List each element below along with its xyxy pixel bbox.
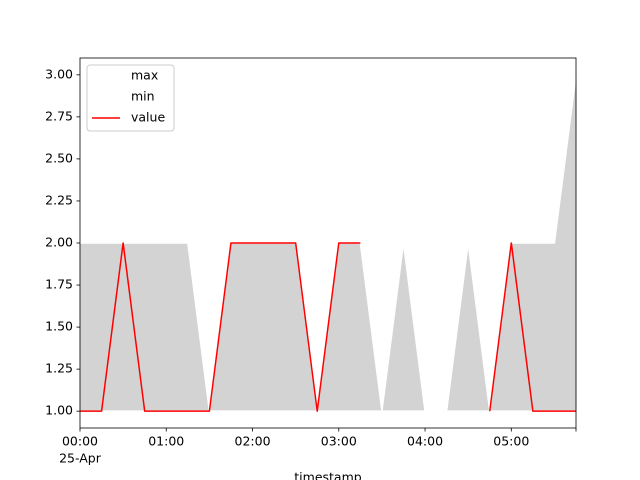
x-axis-label: timestamp	[294, 470, 361, 480]
legend-label: max	[131, 68, 158, 83]
series-line	[80, 242, 576, 412]
x-tick-label: 00:00	[62, 434, 98, 449]
y-tick-label: 2.00	[45, 235, 73, 250]
y-tick-label: 1.25	[45, 361, 73, 376]
x-tick-label: 05:00	[493, 434, 529, 449]
x-tick-label: 02:00	[235, 434, 271, 449]
y-tick-label: 1.00	[45, 403, 73, 418]
x-tick-label: 04:00	[407, 434, 443, 449]
x-tick-label: 01:00	[148, 434, 184, 449]
y-tick-label: 2.25	[45, 192, 73, 207]
y-tick-label: 3.00	[45, 66, 73, 81]
y-tick-label: 2.75	[45, 108, 73, 123]
legend-box	[86, 64, 175, 132]
x-tick-label: 03:00	[321, 434, 357, 449]
y-tick-label: 1.75	[45, 277, 73, 292]
legend-label: value	[131, 110, 165, 125]
y-tick-label: 2.50	[45, 150, 73, 165]
x-tick-sublabel: 25-Apr	[59, 451, 102, 466]
legend: max min value	[86, 64, 175, 132]
y-tick-label: 1.50	[45, 319, 73, 334]
legend-label: min	[131, 89, 155, 104]
